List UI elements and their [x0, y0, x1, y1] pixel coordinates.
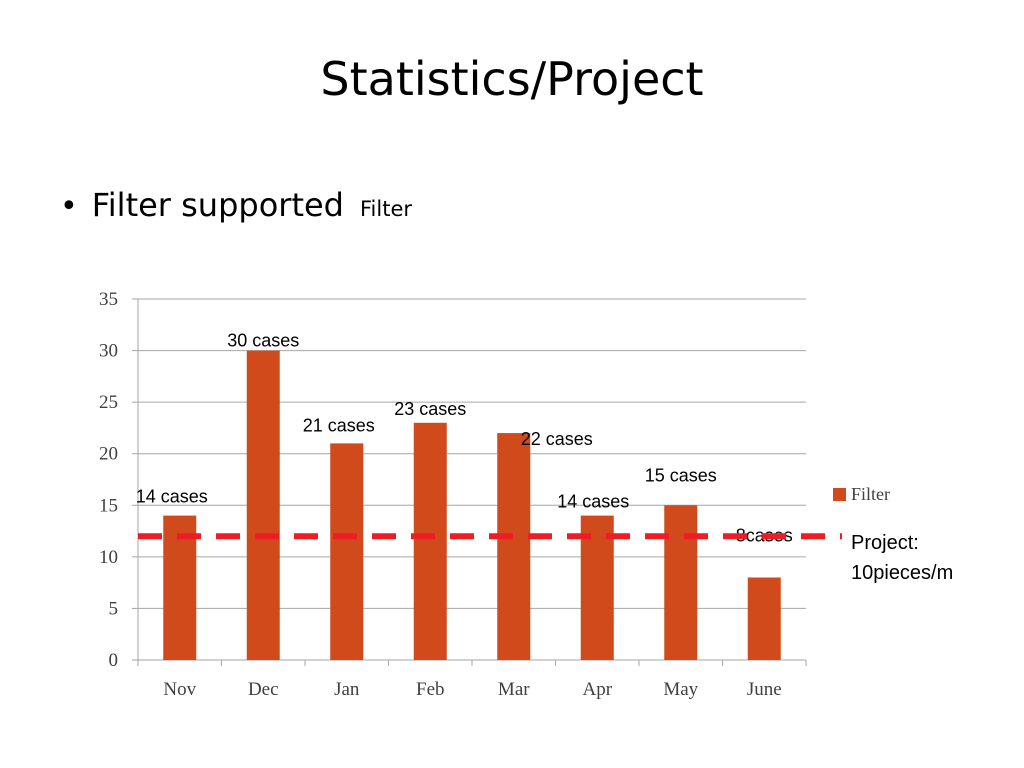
- page-title: Statistics/Project: [320, 52, 704, 106]
- bullet-main-text: Filter supported: [91, 186, 344, 224]
- legend-label: Filter: [851, 484, 890, 504]
- bar-mar: [497, 433, 531, 660]
- x-tick-label: June: [747, 679, 782, 700]
- y-tick-label: 10: [99, 547, 118, 568]
- data-label: 15 cases: [645, 465, 717, 485]
- y-tick-label: 0: [109, 650, 119, 671]
- x-tick-label: Dec: [248, 679, 279, 700]
- bar-june: [747, 577, 781, 660]
- target-line-group: Project: 10pieces/m: [138, 532, 953, 584]
- x-tick-label: Feb: [416, 679, 445, 700]
- target-label-line1: Project:: [851, 532, 919, 554]
- y-tick-label: 15: [99, 495, 118, 516]
- bullet-item: • Filter supported Filter: [60, 186, 412, 224]
- bars: [163, 350, 781, 660]
- data-label: 14 cases: [136, 487, 208, 507]
- data-label: 14 cases: [557, 492, 629, 512]
- bar-jan: [330, 443, 364, 660]
- x-tick-label: Nov: [163, 679, 196, 700]
- data-label: 30 cases: [227, 331, 299, 351]
- data-label: 21 cases: [303, 415, 375, 435]
- y-tick-label: 5: [109, 598, 119, 619]
- legend-swatch: [833, 488, 846, 501]
- bar-dec: [246, 350, 280, 660]
- bar-may: [664, 505, 698, 660]
- y-tick-label: 30: [99, 341, 118, 362]
- x-tick-label: Mar: [498, 679, 530, 700]
- y-tick-label: 20: [99, 444, 118, 465]
- data-label: 22 cases: [521, 429, 593, 449]
- target-label-line2: 10pieces/m: [851, 562, 953, 584]
- x-tick-label: Apr: [582, 679, 612, 700]
- data-label: 23 cases: [394, 399, 466, 419]
- y-tick-label: 25: [99, 392, 118, 413]
- y-tick-label: 35: [99, 289, 118, 310]
- bullet-sub-text: Filter: [359, 197, 412, 221]
- bar-nov: [163, 515, 197, 660]
- bar-apr: [580, 515, 614, 660]
- bullet-dot-icon: •: [60, 189, 78, 224]
- y-tick-labels: 0 5 10 15 20 25 30 35: [99, 289, 118, 671]
- bar-feb: [413, 422, 447, 660]
- x-tick-label: May: [663, 679, 698, 700]
- x-tick-label: Jan: [334, 679, 360, 700]
- x-tick-labels: Nov Dec Jan Feb Mar Apr May June: [163, 679, 781, 700]
- legend: Filter: [833, 484, 890, 504]
